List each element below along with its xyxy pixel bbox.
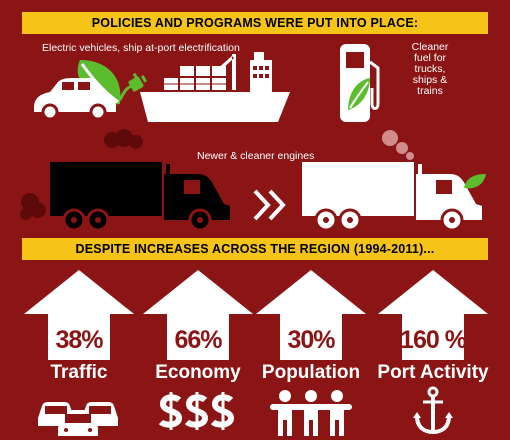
cleaner-engines-label: Newer & cleaner engines bbox=[197, 150, 315, 162]
dollar-signs-icon bbox=[158, 392, 235, 430]
cars-icon bbox=[38, 402, 118, 436]
up-arrow-icon bbox=[24, 270, 134, 360]
up-arrow-icon bbox=[378, 270, 488, 360]
economy-percent: 66% bbox=[174, 326, 222, 354]
plug-icon bbox=[118, 72, 148, 101]
economy-stat: 66% Economy bbox=[143, 270, 253, 440]
up-arrow-icon bbox=[143, 270, 253, 360]
electric-vehicles-label: Electric vehicles, ship at-port electrif… bbox=[42, 42, 240, 54]
people-icon bbox=[270, 390, 352, 436]
anchor-icon bbox=[413, 386, 453, 435]
policies-banner: POLICIES AND PROGRAMS WERE PUT INTO PLAC… bbox=[22, 12, 488, 34]
fuel-pump-icon bbox=[340, 44, 380, 122]
port-activity-percent: 160 % bbox=[400, 326, 467, 354]
traffic-stat: 38% Traffic bbox=[24, 270, 134, 440]
container-ship-icon bbox=[140, 52, 290, 122]
population-label: Population bbox=[261, 362, 361, 383]
up-arrow-icon bbox=[256, 270, 366, 360]
traffic-percent: 38% bbox=[55, 326, 103, 354]
population-stat: 30% Population bbox=[256, 270, 366, 440]
port-activity-stat: 160 % Port Activity bbox=[377, 270, 489, 440]
traffic-label: Traffic bbox=[50, 362, 108, 383]
new-truck-icon bbox=[302, 130, 486, 232]
increases-banner: DESPITE INCREASES ACROSS THE REGION (199… bbox=[22, 238, 488, 260]
electric-car-icon bbox=[34, 60, 121, 121]
old-truck-icon bbox=[20, 129, 230, 232]
cleaner-fuel-label: Cleaner fuel for trucks, ships & trains bbox=[411, 41, 449, 97]
port-activity-label: Port Activity bbox=[377, 362, 489, 383]
double-chevron-icon bbox=[253, 189, 286, 221]
economy-label: Economy bbox=[155, 362, 241, 383]
population-percent: 30% bbox=[287, 326, 335, 354]
